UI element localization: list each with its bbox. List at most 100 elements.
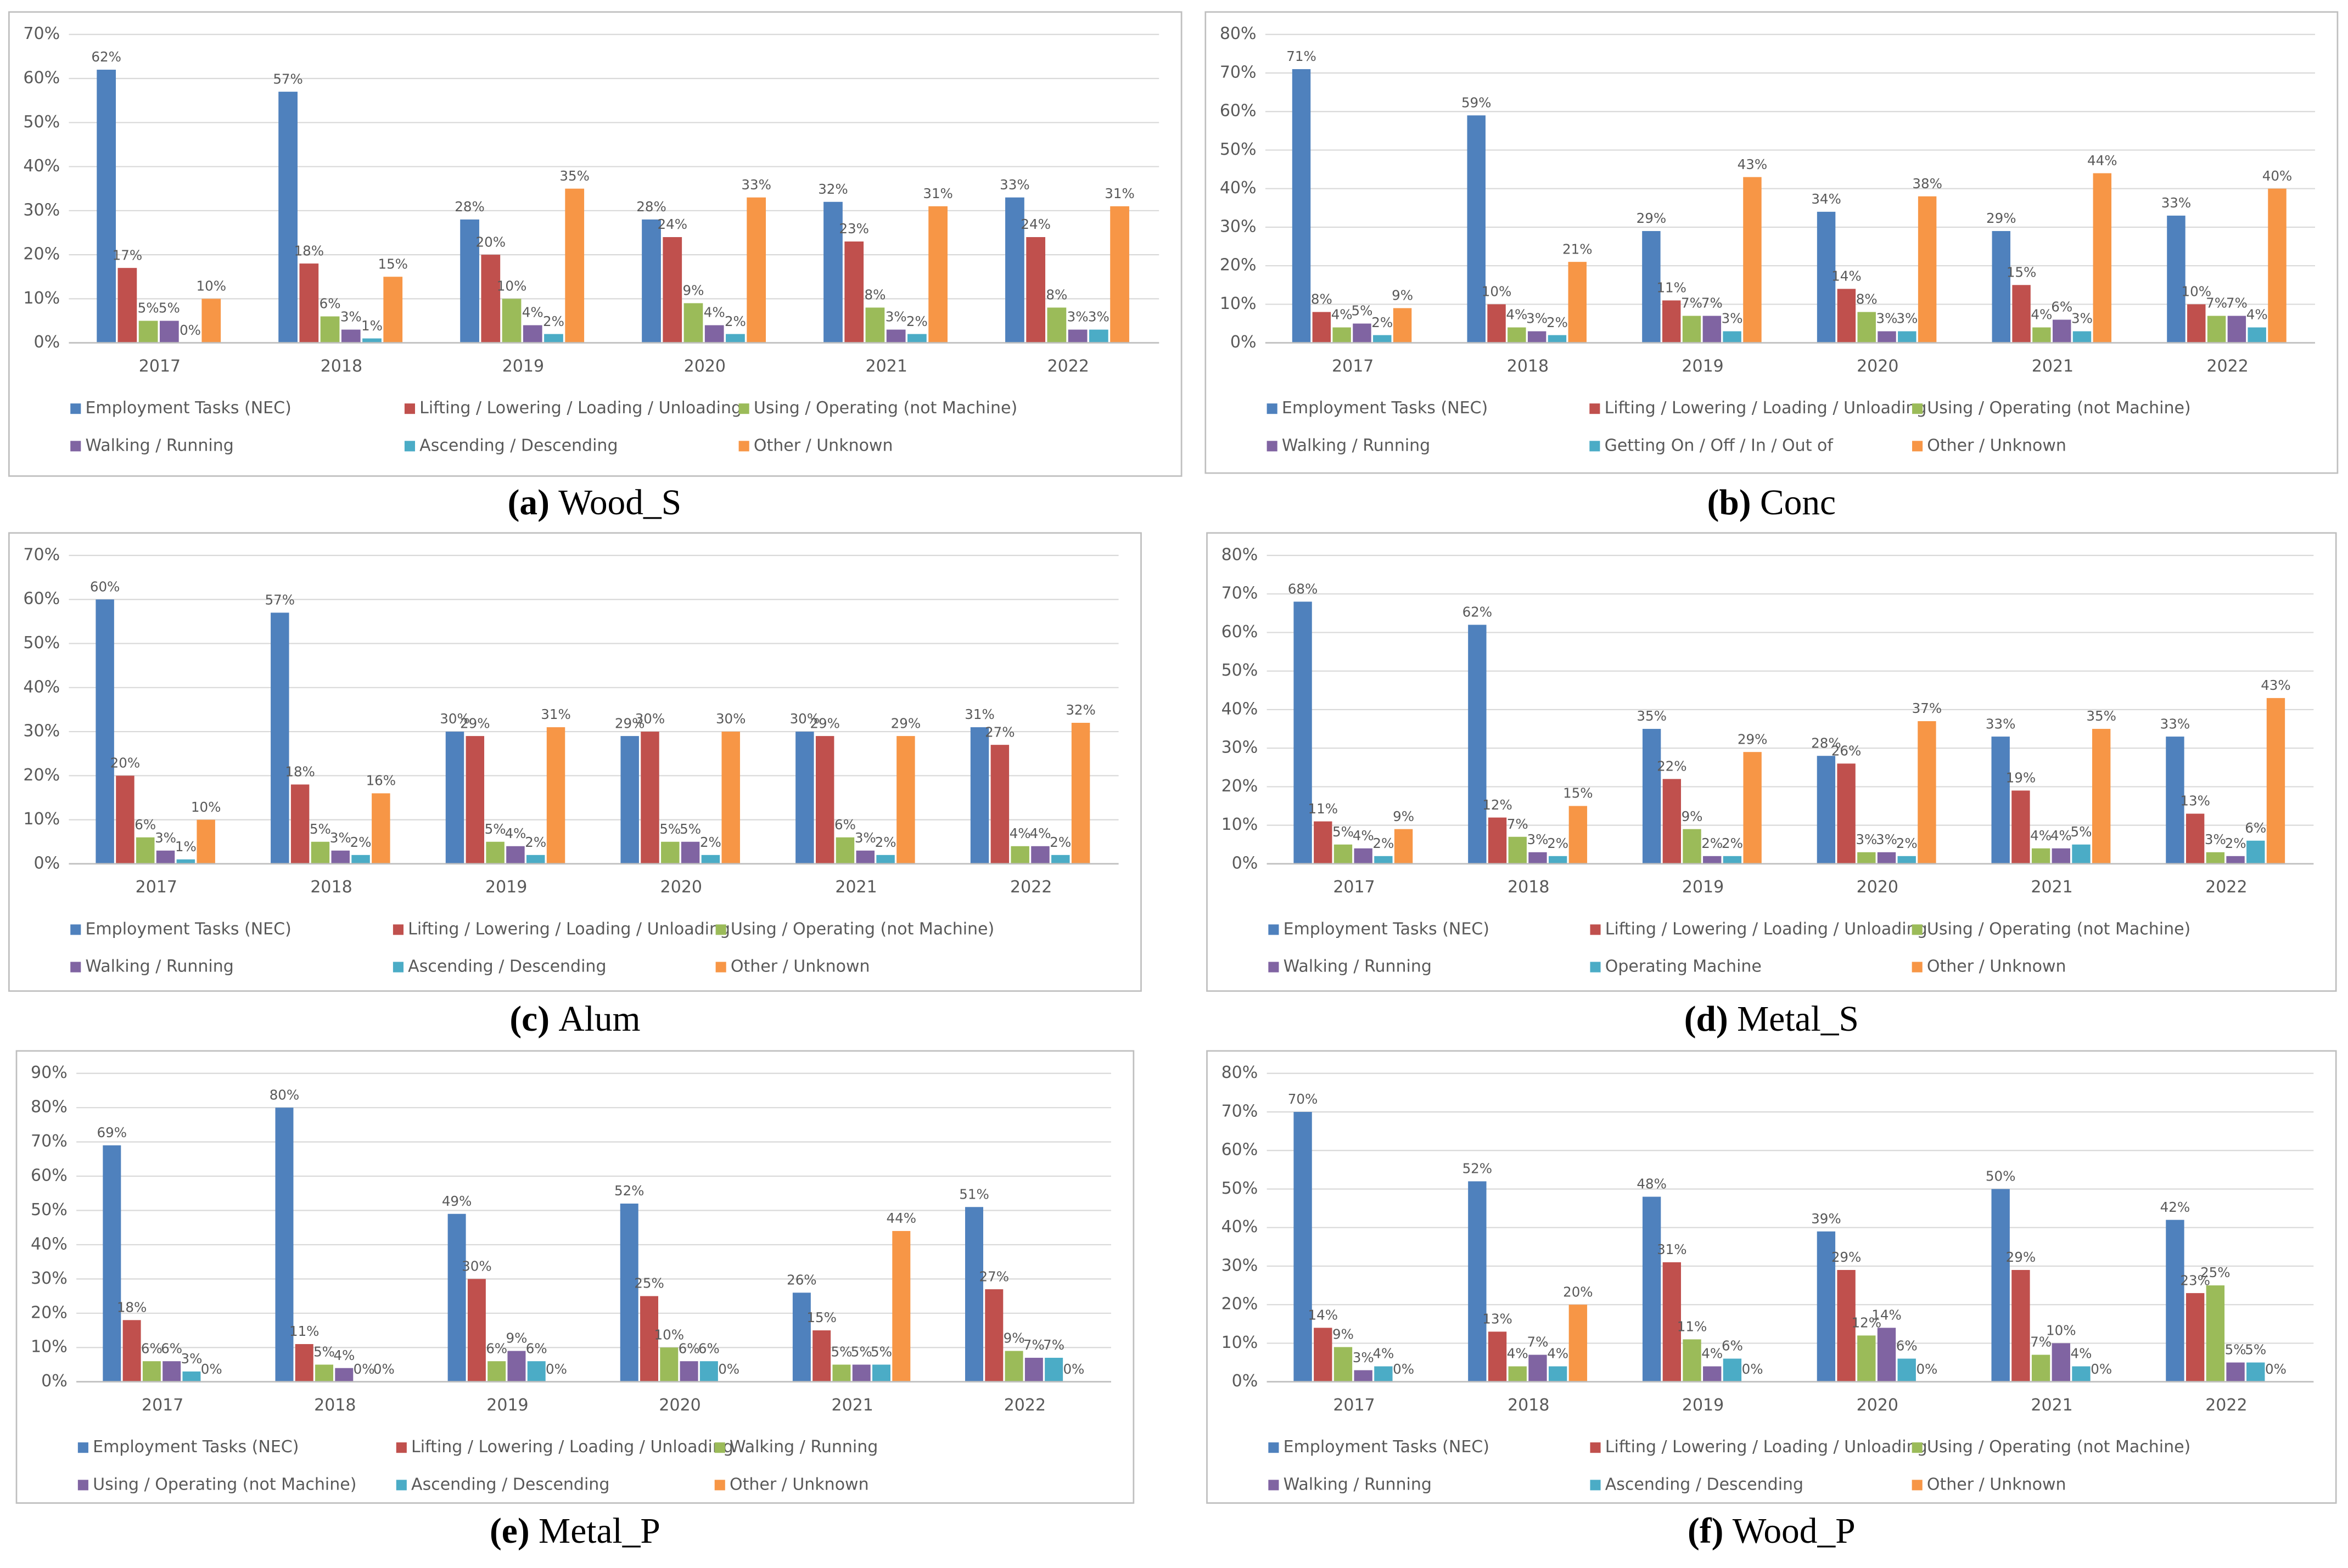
legend-label: Ascending / Descending — [408, 957, 606, 976]
y-tick-label: 50% — [23, 113, 60, 132]
value-label: 18% — [285, 764, 315, 780]
legend-label: Getting On / Off / In / Out of — [1605, 436, 1834, 455]
value-label: 11% — [1308, 801, 1338, 817]
value-label: 2% — [543, 313, 564, 329]
y-tick-label: 50% — [1220, 140, 1257, 159]
caption-text: Metal_P — [539, 1511, 660, 1551]
value-label: 30% — [790, 711, 820, 727]
bar — [502, 299, 522, 343]
bar — [1918, 721, 1936, 864]
legend-label: Lifting / Lowering / Loading / Unloading — [1605, 919, 1927, 938]
bar — [2011, 1269, 2030, 1382]
bar — [1642, 231, 1661, 343]
legend-swatch — [1912, 1442, 1923, 1453]
value-label: 4% — [522, 305, 543, 321]
bar — [1568, 1305, 1588, 1382]
legend-swatch — [1912, 403, 1923, 414]
bar — [1642, 729, 1661, 864]
bar — [1991, 1189, 2010, 1382]
value-label: 3% — [1527, 831, 1549, 847]
bar — [523, 325, 542, 343]
value-label: 2% — [725, 313, 746, 329]
value-label: 43% — [2261, 677, 2291, 693]
value-label: 2% — [1372, 835, 1394, 851]
bar — [1332, 327, 1351, 343]
value-label: 14% — [1831, 268, 1862, 284]
bar — [2186, 1293, 2205, 1382]
y-tick-label: 40% — [31, 1234, 68, 1254]
value-label: 15% — [2007, 264, 2037, 280]
x-tick-label: 2020 — [660, 878, 702, 897]
value-label: 27% — [979, 1268, 1010, 1284]
bar — [1918, 196, 1937, 343]
legend-swatch — [393, 924, 404, 935]
bar — [1817, 1231, 1836, 1382]
legend-swatch — [70, 962, 81, 973]
value-label: 38% — [1912, 176, 1942, 192]
bar — [1110, 206, 1129, 343]
value-label: 14% — [1871, 1307, 1902, 1323]
caption: (c) Alum — [509, 999, 640, 1039]
value-label: 0% — [180, 322, 201, 338]
legend-swatch — [1912, 441, 1923, 452]
legend-swatch — [1912, 924, 1923, 935]
x-tick-label: 2022 — [2205, 1396, 2247, 1415]
bar — [182, 1371, 201, 1382]
bar — [2246, 1362, 2265, 1382]
bar — [1292, 69, 1311, 343]
value-label: 23% — [839, 221, 869, 237]
value-label: 4% — [1547, 1346, 1568, 1362]
legend-label: Other / Unknown — [1927, 957, 2066, 976]
x-tick-label: 2021 — [2032, 357, 2074, 376]
y-tick-label: 40% — [1220, 178, 1257, 198]
bar — [2207, 316, 2226, 343]
value-label: 33% — [2161, 195, 2192, 211]
value-label: 18% — [294, 243, 324, 258]
legend-label: Walking / Running — [1284, 1475, 1432, 1494]
value-label: 62% — [1462, 604, 1493, 620]
caption: (a) Wood_S — [508, 483, 682, 522]
x-tick-label: 2020 — [659, 1396, 701, 1415]
value-label: 68% — [1288, 581, 1318, 597]
value-label: 29% — [1831, 1249, 1862, 1265]
y-tick-label: 60% — [1221, 1140, 1258, 1160]
y-tick-label: 40% — [1221, 699, 1258, 718]
bar — [747, 197, 766, 343]
value-label: 39% — [1811, 1211, 1841, 1227]
bar — [795, 732, 814, 864]
bar — [1468, 1181, 1487, 1382]
value-label: 29% — [2006, 1249, 2036, 1265]
bar — [699, 1361, 718, 1382]
legend-label: Walking / Running — [85, 957, 233, 976]
bar — [2246, 840, 2265, 864]
caption-label: (f) — [1688, 1511, 1723, 1551]
bar — [1508, 327, 1526, 343]
value-label: 2% — [700, 834, 721, 850]
value-label: 10% — [654, 1327, 685, 1342]
legend-label: Ascending / Descending — [411, 1475, 609, 1494]
x-tick-label: 2021 — [835, 878, 877, 897]
value-label: 6% — [135, 817, 156, 833]
value-label: 40% — [2262, 168, 2293, 184]
value-label: 27% — [985, 724, 1015, 740]
y-tick-label: 90% — [31, 1063, 68, 1082]
y-tick-label: 60% — [23, 589, 60, 609]
value-label: 3% — [1896, 311, 1918, 327]
y-tick-label: 60% — [31, 1166, 68, 1185]
bar — [201, 299, 221, 343]
value-label: 24% — [657, 216, 687, 232]
value-label: 5% — [659, 821, 681, 837]
legend-swatch — [70, 924, 81, 935]
value-label: 29% — [1738, 731, 1768, 747]
value-label: 5% — [1352, 303, 1373, 319]
bar — [1354, 1370, 1372, 1382]
value-label: 4% — [2246, 307, 2268, 323]
y-tick-label: 20% — [31, 1303, 68, 1322]
y-tick-label: 0% — [1232, 853, 1258, 873]
value-label: 33% — [741, 177, 771, 193]
value-label: 4% — [704, 305, 725, 321]
bar — [117, 268, 137, 343]
caption-text: Wood_S — [558, 483, 681, 522]
bar — [1683, 829, 1701, 864]
bar — [466, 736, 485, 864]
